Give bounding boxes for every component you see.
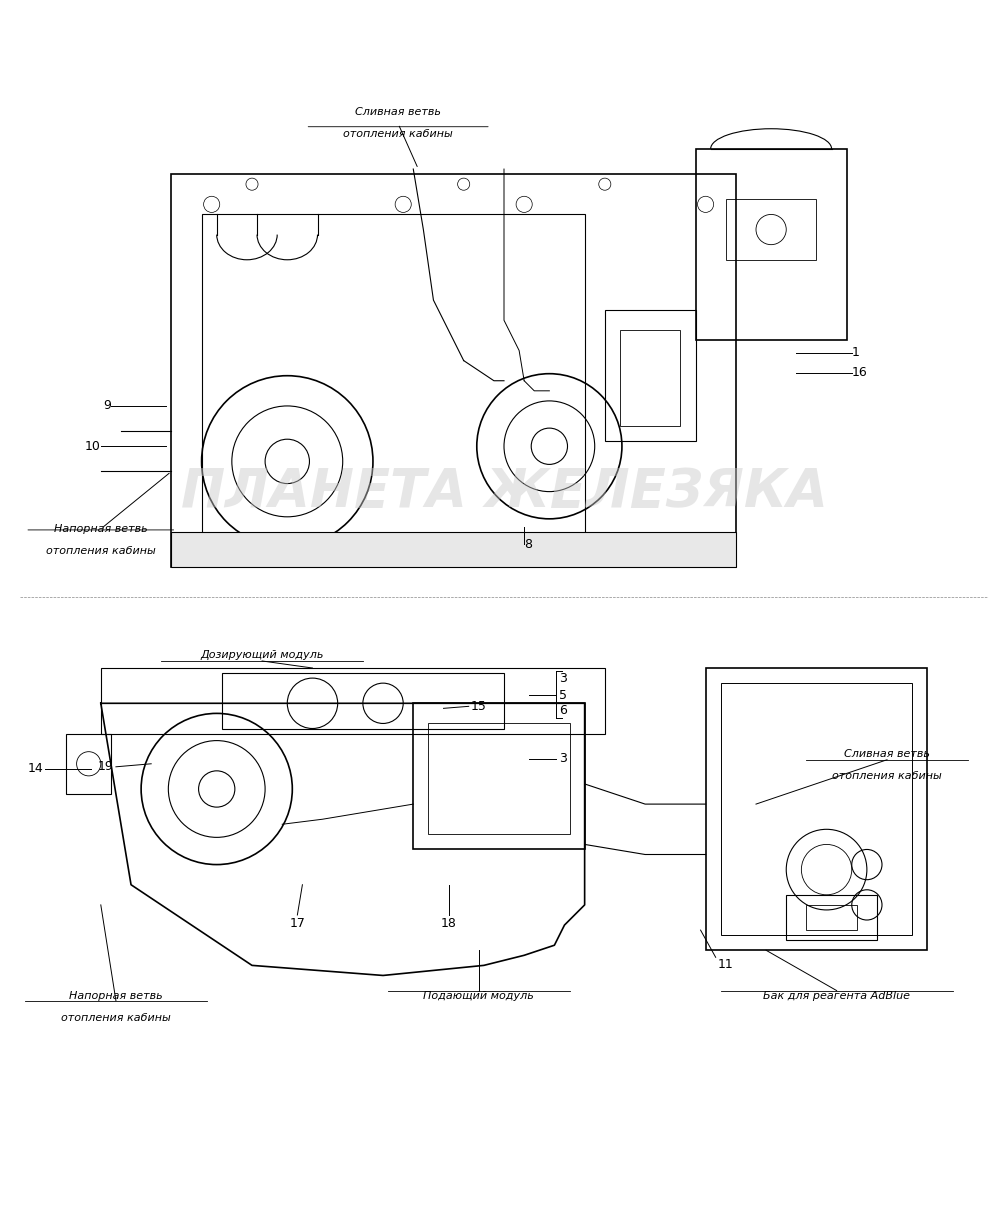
Bar [202,214,585,537]
Text: 3: 3 [559,671,568,684]
Text: Напорная ветвь: Напорная ветвь [70,991,162,1000]
Text: Бак для реагента AdBlue: Бак для реагента AdBlue [763,991,910,1000]
Bar [171,531,736,568]
Text: отопления кабины: отопления кабины [61,1012,170,1023]
Bar [66,734,111,794]
Bar [171,174,736,568]
Text: 8: 8 [524,537,532,551]
Text: 19: 19 [98,760,114,774]
Text: 18: 18 [440,917,457,930]
Text: Сливная ветвь: Сливная ветвь [355,107,442,117]
Bar [222,674,504,729]
Text: 17: 17 [289,917,305,930]
Text: 5: 5 [559,689,568,701]
Bar [620,330,680,427]
Bar [413,704,585,850]
Bar [786,895,877,940]
Text: 1: 1 [852,346,860,359]
Text: 3: 3 [559,752,568,765]
Text: 9: 9 [103,399,111,412]
Bar [806,905,857,930]
Text: Подающий модуль: Подающий модуль [423,991,534,1000]
Bar [101,668,605,734]
Text: Сливная ветвь: Сливная ветвь [844,748,930,759]
Text: 10: 10 [85,440,101,453]
Text: 14: 14 [27,763,43,775]
Bar [696,149,847,341]
Bar [428,723,570,834]
Text: 11: 11 [718,958,734,971]
Text: отопления кабины: отопления кабины [46,546,155,556]
Text: отопления кабины: отопления кабины [833,771,941,781]
Text: ПЛАНЕТА ЖЕЛЕЗЯКА: ПЛАНЕТА ЖЕЛЕЗЯКА [180,465,828,518]
Text: Напорная ветвь: Напорная ветвь [54,524,147,534]
Bar [726,199,816,260]
Bar [721,683,912,935]
Bar [706,668,927,951]
Text: 6: 6 [559,704,568,717]
Text: отопления кабины: отопления кабины [344,129,453,139]
Text: 16: 16 [852,366,868,380]
Text: Дозирующий модуль: Дозирующий модуль [201,649,324,660]
Bar [605,310,696,441]
Text: 15: 15 [471,700,487,713]
